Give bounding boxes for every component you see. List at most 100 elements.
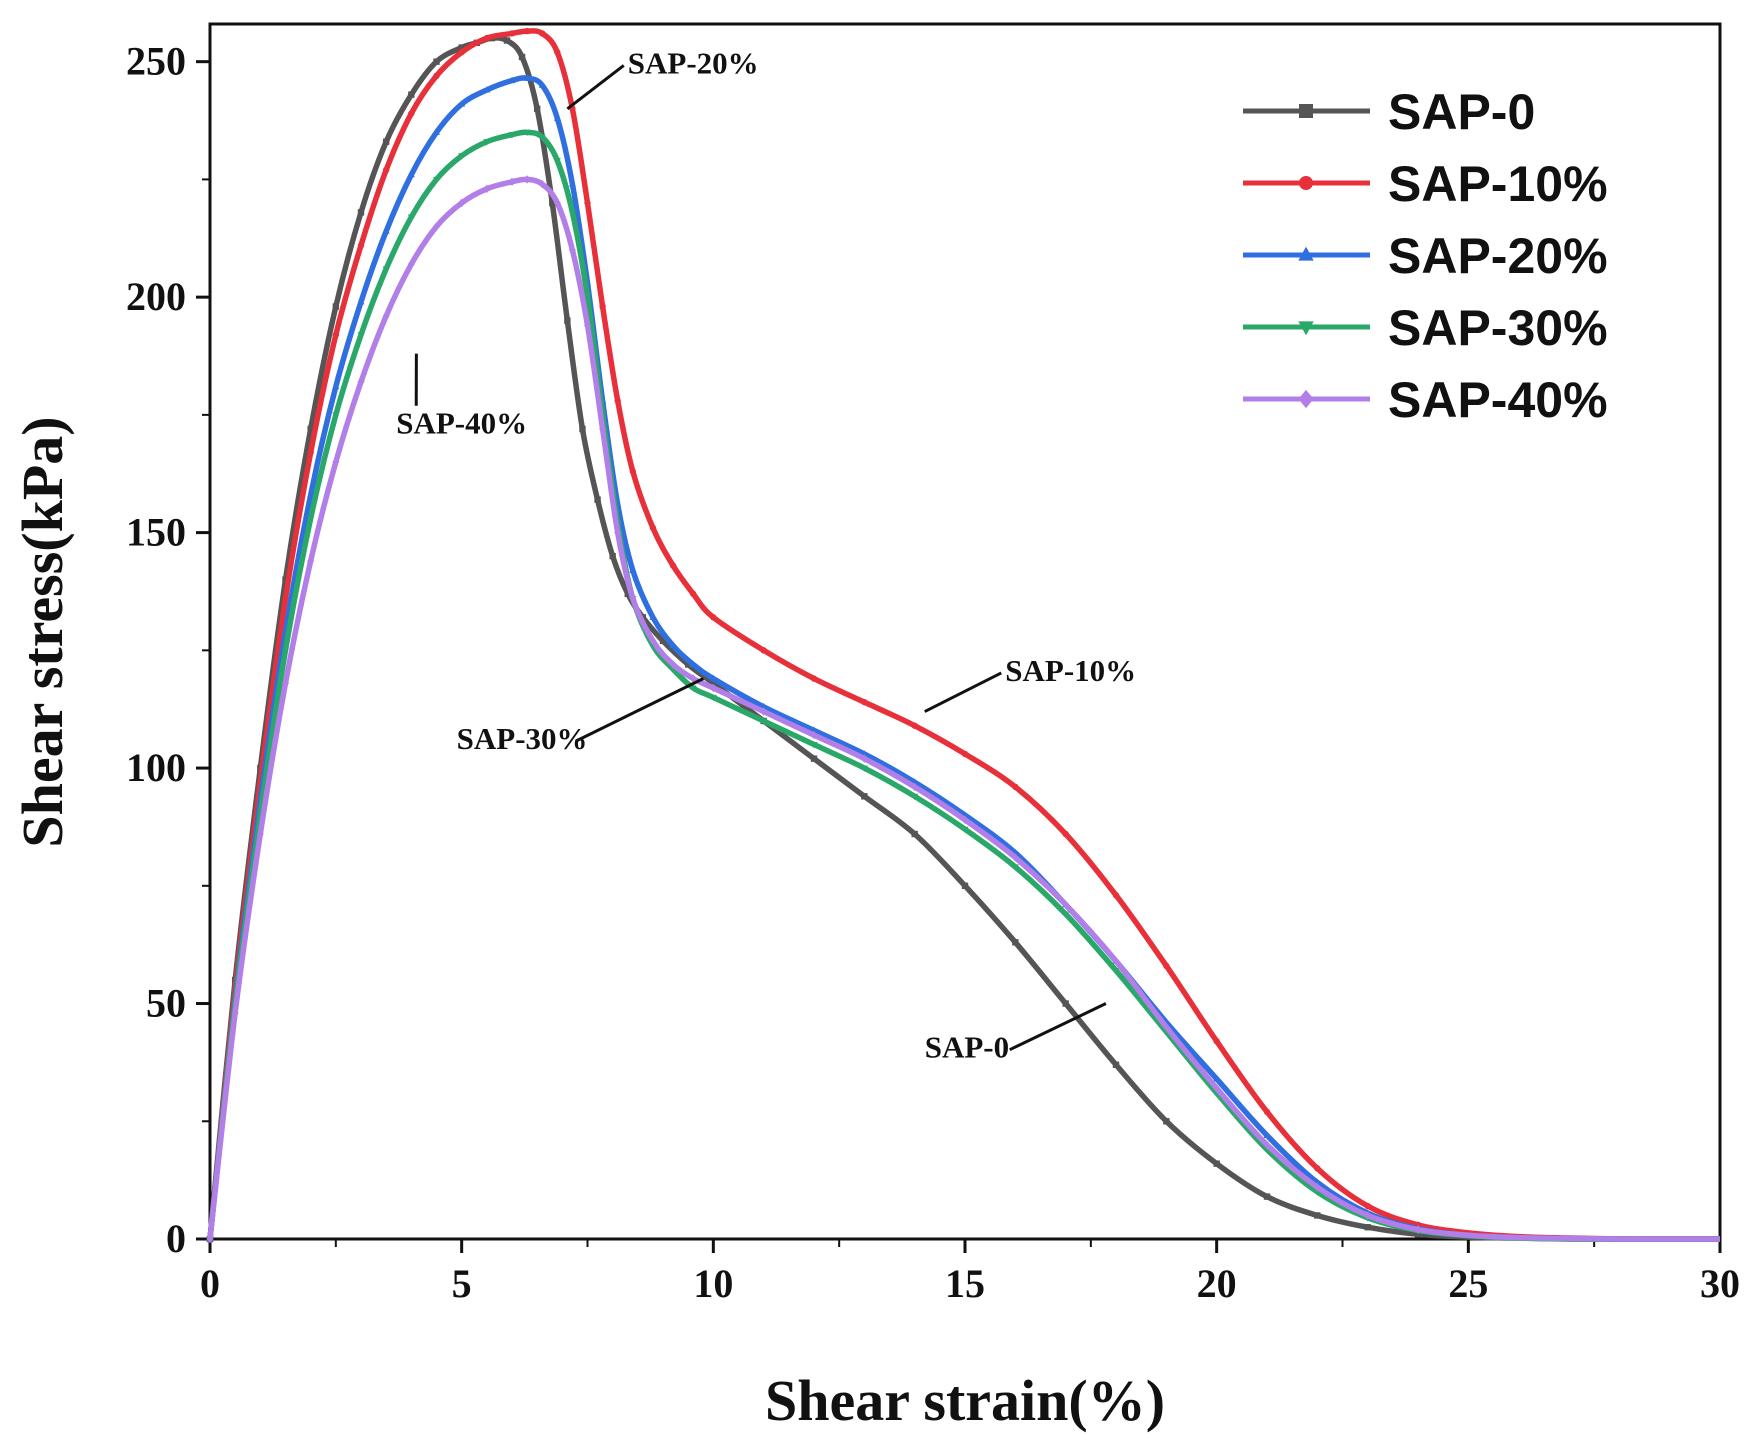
x-tick-label: 25 [1448,1261,1488,1306]
data-point [357,377,365,387]
series-line [207,35,1720,1242]
data-point [307,556,315,566]
annotation-leader [574,677,704,743]
data-point [382,166,390,174]
data-point [307,515,315,523]
data-point [1213,1160,1220,1167]
data-point [508,30,516,37]
annotation-leader [924,671,1002,713]
data-point [594,496,601,503]
data-point [549,199,556,207]
data-point [458,44,465,51]
data-point [458,198,466,208]
legend-marker-icon [1298,321,1314,336]
data-point [523,175,531,184]
data-point [568,180,576,187]
data-point [553,198,561,208]
data-point [599,424,607,434]
data-point [760,647,767,654]
data-point [432,128,441,135]
data-point [1011,853,1019,862]
data-point [407,260,415,269]
data-point [961,882,969,890]
data-point [1364,1224,1371,1231]
y-tick-label: 0 [166,1216,186,1261]
data-point [508,76,516,84]
data-point [1163,1118,1170,1125]
data-point [690,590,697,598]
data-point [433,72,440,80]
data-point [709,683,717,693]
data-point [1263,1131,1271,1138]
series-sap-30pct [206,129,1720,1243]
data-point [332,303,340,310]
data-point [614,397,621,404]
series-sap-10pct [206,27,1720,1243]
data-point [710,614,717,621]
data-point [408,91,415,98]
data-point [568,209,576,217]
legend-label: SAP-40% [1388,372,1608,428]
data-point [961,750,969,758]
annotation-label: SAP-0 [925,1030,1009,1065]
data-point [553,114,561,121]
data-point [408,110,415,117]
data-point [508,132,516,139]
y-tick-label: 50 [146,981,186,1026]
data-point [810,675,818,682]
data-point [538,81,546,88]
series-line [207,28,1720,1242]
data-point [1062,1000,1069,1007]
data-point [407,214,415,221]
data-point [689,674,697,683]
legend-label: SAP-10% [1388,156,1608,212]
data-point [1062,900,1070,909]
data-point [1011,864,1019,871]
data-point [407,170,415,178]
legend-marker-icon [1299,176,1313,190]
data-point [614,528,622,537]
annotation-sap-40pct: SAP-40% [396,353,527,441]
series-line [207,75,1720,1242]
data-point [357,332,365,339]
data-point [911,793,919,801]
data-point [503,37,511,44]
x-tick-label: 0 [200,1261,220,1306]
data-point [1314,1212,1321,1219]
y-tick-label: 200 [126,274,186,319]
data-point [432,222,441,231]
legend-label: SAP-20% [1388,228,1608,284]
x-tick-label: 15 [945,1261,985,1306]
data-point [458,153,466,160]
data-point [584,199,591,207]
data-point [911,830,918,838]
y-tick-label: 250 [126,39,186,84]
data-point [689,685,697,692]
legend-marker-icon [1299,104,1313,118]
data-point [1314,1165,1321,1172]
x-tick-label: 10 [693,1261,733,1306]
annotation-label: SAP-40% [396,406,527,441]
data-point [1062,911,1070,918]
data-point [1364,1211,1372,1220]
y-tick-label: 100 [126,745,186,790]
data-point [1012,939,1019,946]
data-point [332,382,340,390]
legend-label: SAP-30% [1388,300,1608,356]
data-point [861,793,868,800]
data-point [1213,1084,1221,1093]
x-tick-label: 5 [452,1261,472,1306]
data-point [533,105,541,112]
data-point [1213,1075,1221,1082]
data-point [860,765,868,772]
data-point [523,74,531,81]
data-point [911,722,918,729]
data-point [518,53,526,61]
data-point [553,158,561,165]
data-point [483,34,491,42]
data-point [307,425,314,433]
data-point [1263,1193,1271,1200]
data-point [669,641,677,649]
data-point [554,49,561,56]
